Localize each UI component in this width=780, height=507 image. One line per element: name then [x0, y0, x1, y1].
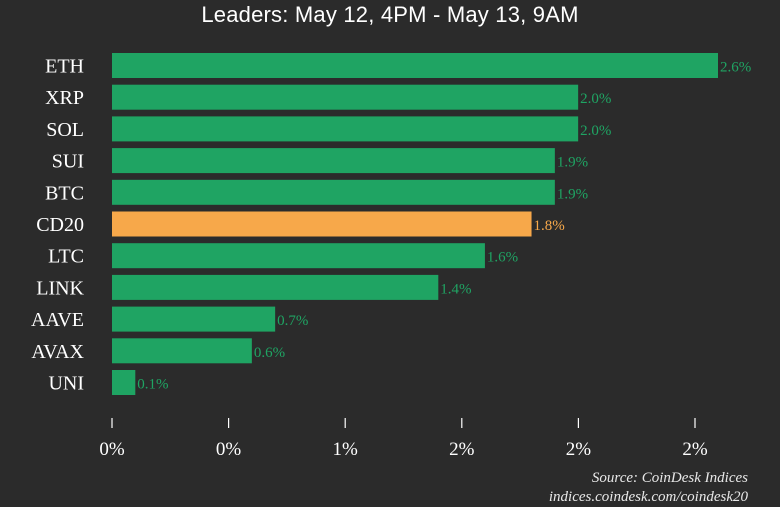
category-label-xrp: XRP: [45, 87, 84, 109]
x-tick-label-5: 2%: [682, 439, 708, 460]
value-label-cd20: 1.8%: [534, 218, 565, 234]
bar-sui: [112, 148, 555, 174]
category-label-uni: UNI: [48, 373, 84, 395]
category-label-sol: SOL: [46, 119, 84, 141]
value-label-link: 1.4%: [440, 281, 471, 297]
bar-xrp: [112, 84, 579, 110]
x-tick-label-0: 0%: [99, 439, 125, 460]
category-label-eth: ETH: [45, 56, 84, 78]
bar-uni: [112, 370, 136, 395]
bar-aave: [112, 306, 276, 332]
x-tick-label-1: 0%: [216, 439, 242, 460]
value-label-avax: 0.6%: [254, 345, 285, 361]
category-label-link: LINK: [36, 277, 84, 299]
bar-avax: [112, 338, 252, 364]
bar-eth: [112, 53, 718, 78]
category-label-sui: SUI: [52, 151, 84, 173]
value-label-eth: 2.6%: [720, 60, 751, 76]
bar-ltc: [112, 243, 485, 269]
value-label-aave: 0.7%: [277, 313, 308, 329]
bar-sol: [112, 116, 579, 142]
x-tick-label-4: 2%: [566, 439, 592, 460]
bar-cd20: [112, 211, 532, 237]
value-label-xrp: 2.0%: [580, 91, 611, 107]
category-label-cd20: CD20: [36, 214, 84, 236]
category-label-aave: AAVE: [31, 309, 84, 331]
category-label-ltc: LTC: [48, 246, 84, 268]
source-note: Source: CoinDesk Indices: [591, 470, 748, 486]
value-label-btc: 1.9%: [557, 186, 588, 202]
bar-btc: [112, 179, 555, 205]
source-url: indices.coindesk.com/coindesk20: [548, 489, 748, 505]
value-label-sui: 1.9%: [557, 155, 588, 171]
category-label-btc: BTC: [45, 182, 84, 204]
value-label-sol: 2.0%: [580, 123, 611, 139]
category-label-avax: AVAX: [31, 341, 84, 363]
chart-title: Leaders: May 12, 4PM - May 13, 9AM: [201, 2, 579, 27]
x-tick-label-2: 1%: [333, 439, 359, 460]
x-tick-label-3: 2%: [449, 439, 475, 460]
value-label-uni: 0.1%: [137, 377, 168, 393]
bar-link: [112, 274, 439, 300]
value-label-ltc: 1.6%: [487, 250, 518, 266]
